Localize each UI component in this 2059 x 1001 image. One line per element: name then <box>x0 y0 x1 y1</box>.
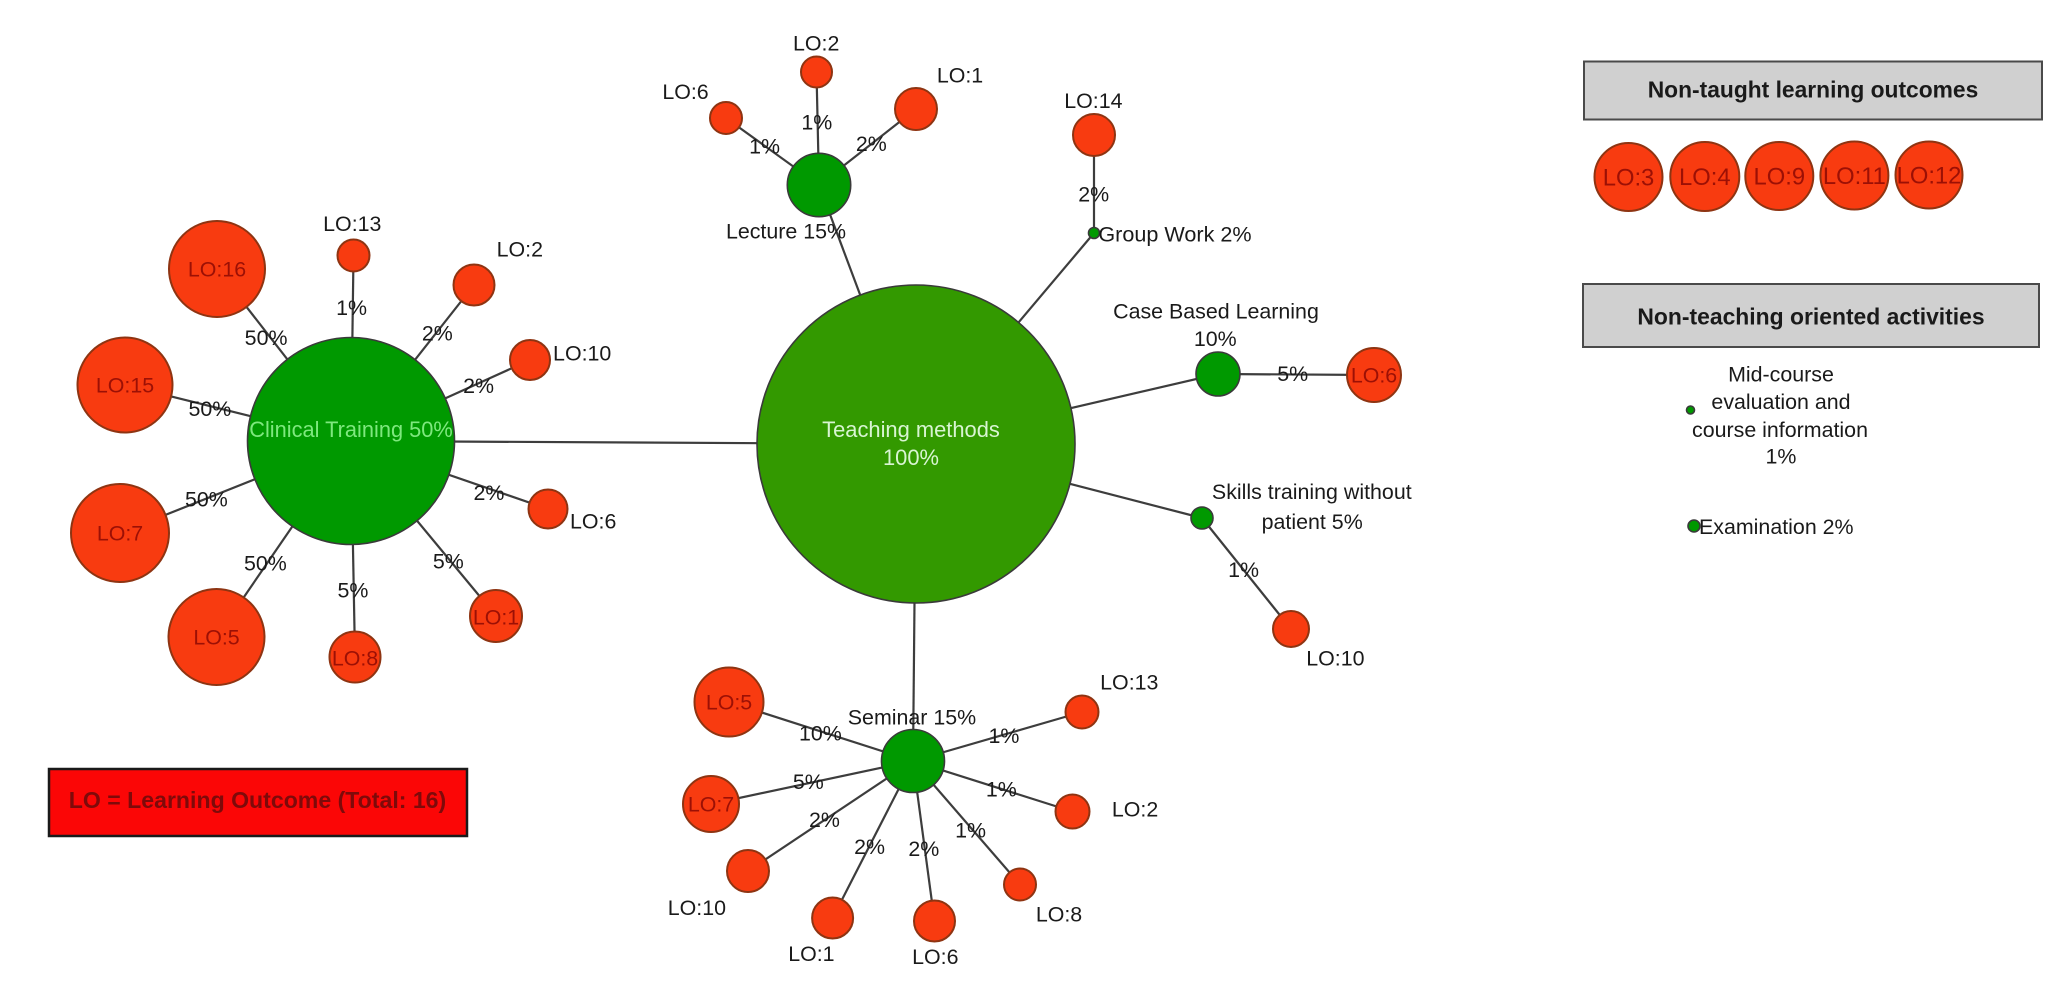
svg-text:LO:9: LO:9 <box>1754 163 1806 190</box>
svg-text:course information: course information <box>1692 418 1868 442</box>
svg-text:LO:1: LO:1 <box>937 64 983 88</box>
svg-text:LO:5: LO:5 <box>706 691 752 715</box>
svg-text:1%: 1% <box>749 134 780 158</box>
svg-text:2%: 2% <box>856 132 887 156</box>
svg-text:50%: 50% <box>185 488 228 512</box>
svg-text:LO:10: LO:10 <box>668 896 726 920</box>
svg-text:100%: 100% <box>883 445 939 470</box>
svg-text:LO:8: LO:8 <box>1036 902 1082 926</box>
svg-text:Mid-course: Mid-course <box>1728 363 1834 387</box>
svg-text:LO:7: LO:7 <box>97 522 143 546</box>
svg-text:patient 5%: patient 5% <box>1262 510 1363 534</box>
svg-text:50%: 50% <box>245 326 288 350</box>
svg-text:LO:13: LO:13 <box>323 212 381 236</box>
svg-text:2%: 2% <box>854 835 885 859</box>
svg-text:2%: 2% <box>1078 183 1109 207</box>
svg-text:LO:6: LO:6 <box>912 945 958 969</box>
svg-text:5%: 5% <box>1277 362 1308 386</box>
svg-text:LO:8: LO:8 <box>332 647 378 671</box>
svg-text:LO:2: LO:2 <box>793 31 839 55</box>
svg-text:LO:6: LO:6 <box>570 509 616 533</box>
svg-text:50%: 50% <box>244 552 287 576</box>
svg-text:LO:12: LO:12 <box>1897 162 1962 189</box>
svg-text:LO:6: LO:6 <box>662 80 708 104</box>
svg-text:1%: 1% <box>986 777 1017 801</box>
svg-text:LO:10: LO:10 <box>1306 646 1364 670</box>
svg-text:Group Work 2%: Group Work 2% <box>1098 222 1251 247</box>
svg-text:LO:10: LO:10 <box>553 341 611 365</box>
svg-text:LO:7: LO:7 <box>688 793 734 817</box>
svg-text:LO:4: LO:4 <box>1679 164 1731 191</box>
svg-text:Teaching methods: Teaching methods <box>822 417 1000 442</box>
svg-text:5%: 5% <box>793 770 824 794</box>
svg-text:1%: 1% <box>955 819 986 843</box>
svg-text:Seminar 15%: Seminar 15% <box>848 705 976 729</box>
svg-text:LO:11: LO:11 <box>1823 163 1886 190</box>
svg-text:Case Based Learning: Case Based Learning <box>1113 299 1319 323</box>
svg-text:LO:1: LO:1 <box>473 606 519 630</box>
svg-text:LO:16: LO:16 <box>188 258 246 282</box>
svg-text:2%: 2% <box>908 837 939 861</box>
svg-text:1%: 1% <box>989 724 1020 748</box>
svg-text:Skills training without: Skills training without <box>1212 480 1412 504</box>
svg-text:5%: 5% <box>433 549 464 573</box>
svg-text:LO:5: LO:5 <box>193 626 239 650</box>
svg-text:50%: 50% <box>188 397 231 421</box>
svg-text:5%: 5% <box>337 579 368 603</box>
svg-text:2%: 2% <box>422 322 453 346</box>
svg-text:LO = Learning Outcome (Total:: LO = Learning Outcome (Total: 16) <box>69 787 446 813</box>
svg-text:1%: 1% <box>801 110 832 134</box>
svg-text:LO:13: LO:13 <box>1100 670 1158 694</box>
svg-text:LO:3: LO:3 <box>1603 164 1655 191</box>
svg-text:2%: 2% <box>463 374 494 398</box>
svg-text:Clinical Training 50%: Clinical Training 50% <box>249 417 453 442</box>
svg-text:10%: 10% <box>1194 327 1237 351</box>
svg-text:LO:2: LO:2 <box>1112 797 1158 821</box>
svg-text:evaluation and: evaluation and <box>1711 390 1850 414</box>
svg-text:1%: 1% <box>336 296 367 320</box>
svg-text:LO:2: LO:2 <box>497 237 543 261</box>
svg-text:10%: 10% <box>799 721 842 745</box>
svg-text:Lecture 15%: Lecture 15% <box>726 219 846 243</box>
svg-text:LO:1: LO:1 <box>788 942 834 966</box>
svg-text:Non-taught learning outcomes: Non-taught learning outcomes <box>1648 77 1979 103</box>
svg-text:2%: 2% <box>474 481 505 505</box>
svg-text:1%: 1% <box>1766 445 1797 469</box>
svg-text:Examination 2%: Examination 2% <box>1699 515 1854 539</box>
svg-text:Non-teaching oriented activiti: Non-teaching oriented activities <box>1637 304 1984 330</box>
svg-text:1%: 1% <box>1228 558 1259 582</box>
svg-text:LO:14: LO:14 <box>1064 89 1122 113</box>
svg-text:LO:15: LO:15 <box>96 374 154 398</box>
svg-text:LO:6: LO:6 <box>1351 364 1397 388</box>
svg-text:2%: 2% <box>809 808 840 832</box>
